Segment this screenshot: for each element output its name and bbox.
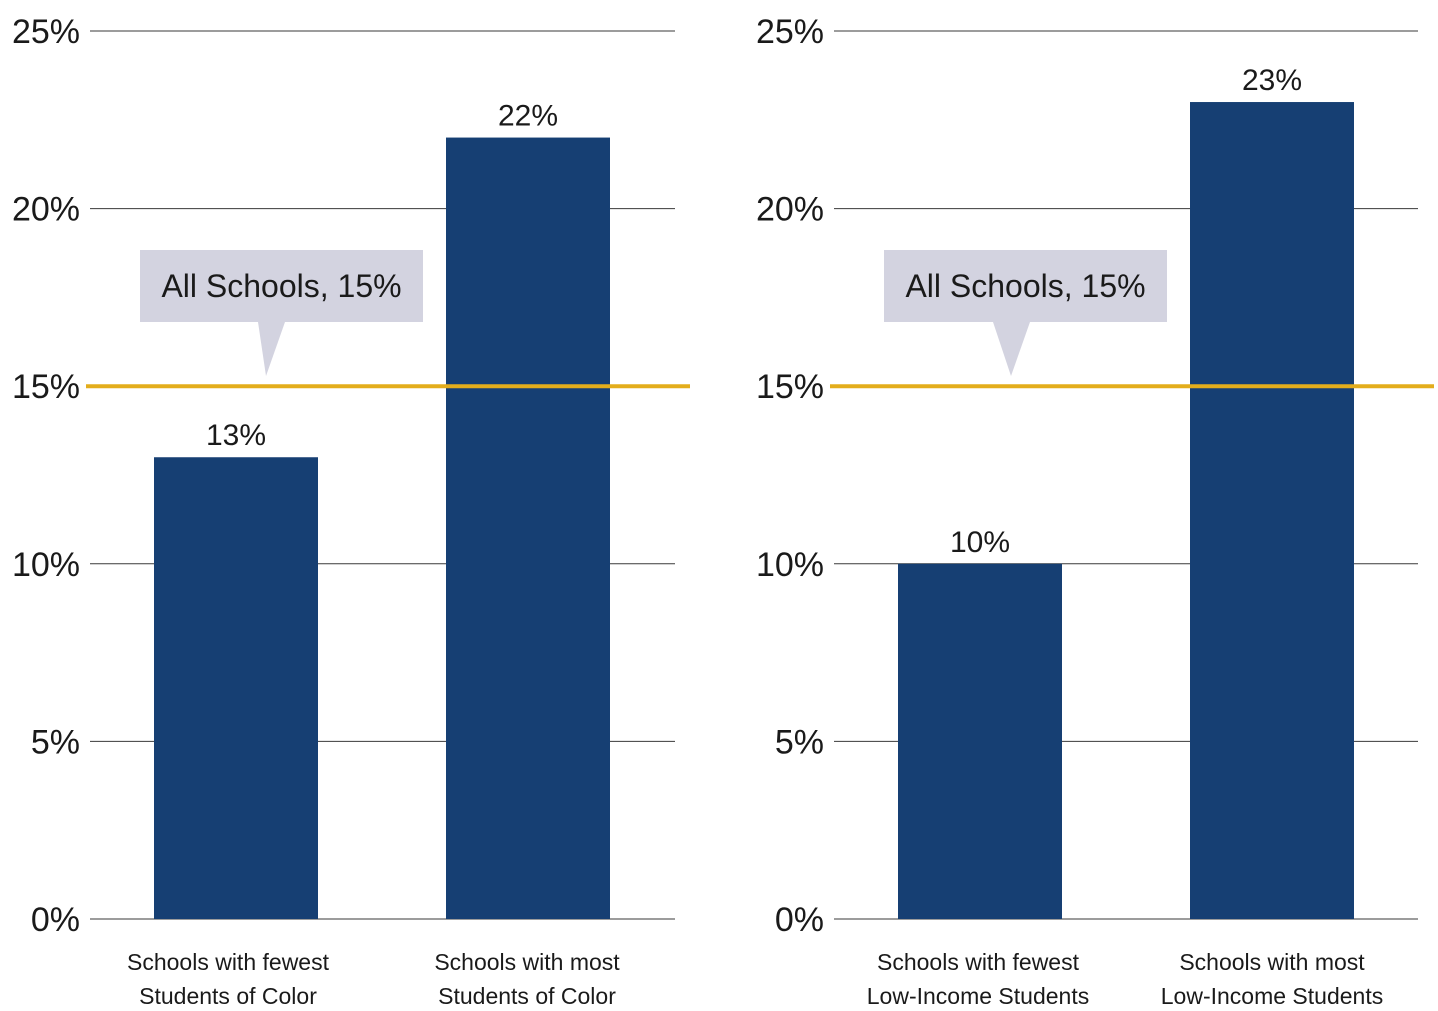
panel1-reference-label: All Schools, 15%	[161, 268, 401, 304]
panel1-y-tick-label: 20%	[12, 191, 80, 229]
panel2-category-label: Schools with most	[1179, 949, 1365, 975]
panel1-bar-value-label: 13%	[206, 419, 266, 452]
panel1-callout-box	[140, 250, 423, 322]
panel1-category-label: Students of Color	[438, 983, 616, 1009]
panel2-y-tick-label: 25%	[756, 13, 824, 51]
panel1-y-tick-label: 15%	[12, 368, 80, 406]
panel2-bar-value-label: 23%	[1242, 64, 1302, 97]
panel2-y-tick-label: 10%	[756, 546, 824, 584]
panel1-category-label: Schools with fewest	[127, 949, 330, 975]
panel2-y-tick-label: 5%	[775, 723, 824, 761]
panel1-bar	[154, 457, 318, 919]
panel2-bar-value-label: 10%	[950, 526, 1010, 559]
panel2-y-tick-label: 0%	[775, 901, 824, 939]
panel2-y-tick-label: 15%	[756, 368, 824, 406]
panel2-callout-pointer	[993, 322, 1030, 376]
panel2-y-tick-label: 20%	[756, 191, 824, 229]
panel1-category-label: Students of Color	[139, 983, 317, 1009]
panel1-callout-pointer	[258, 322, 285, 376]
panel2-bar	[1190, 102, 1354, 920]
panel1-bar-value-label: 22%	[498, 100, 558, 133]
panel1-y-tick-label: 25%	[12, 13, 80, 51]
panel1-y-tick-label: 0%	[31, 901, 80, 939]
panel2-reference-label: All Schools, 15%	[905, 268, 1145, 304]
panel1-bar	[446, 137, 610, 919]
panel2-category-label: Schools with fewest	[877, 949, 1080, 975]
panel2-category-label: Low-Income Students	[867, 983, 1089, 1009]
panel2-bar	[898, 563, 1062, 919]
panel2-callout-box	[884, 250, 1167, 322]
panel1-y-tick-label: 10%	[12, 546, 80, 584]
panel1-category-label: Schools with most	[434, 949, 620, 975]
panel2-category-label: Low-Income Students	[1161, 983, 1383, 1009]
panel1-y-tick-label: 5%	[31, 723, 80, 761]
